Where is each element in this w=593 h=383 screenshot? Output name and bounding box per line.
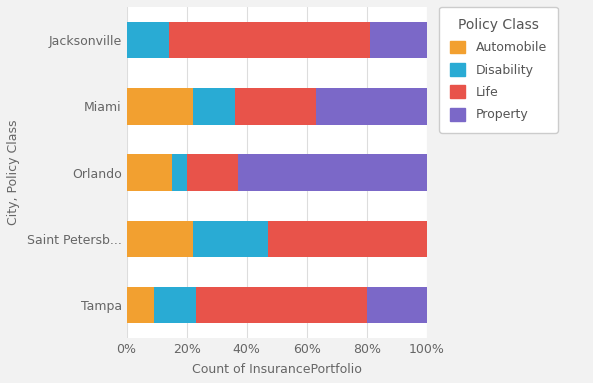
Bar bbox=[370, 22, 427, 58]
Bar bbox=[268, 221, 427, 257]
Bar bbox=[193, 221, 268, 257]
Y-axis label: City, Policy Class: City, Policy Class bbox=[7, 120, 20, 225]
Bar bbox=[127, 22, 168, 58]
Bar bbox=[196, 287, 367, 323]
Bar bbox=[172, 154, 187, 191]
Bar bbox=[127, 221, 193, 257]
Legend: Automobile, Disability, Life, Property: Automobile, Disability, Life, Property bbox=[439, 7, 558, 133]
Bar bbox=[127, 88, 193, 124]
Bar bbox=[187, 154, 238, 191]
Bar bbox=[235, 88, 316, 124]
Bar bbox=[154, 287, 196, 323]
Bar bbox=[316, 88, 427, 124]
X-axis label: Count of InsurancePortfolio: Count of InsurancePortfolio bbox=[192, 363, 362, 376]
Bar bbox=[168, 22, 370, 58]
Bar bbox=[238, 154, 427, 191]
Bar bbox=[127, 287, 154, 323]
Bar bbox=[367, 287, 427, 323]
Bar bbox=[193, 88, 235, 124]
Bar bbox=[127, 154, 172, 191]
